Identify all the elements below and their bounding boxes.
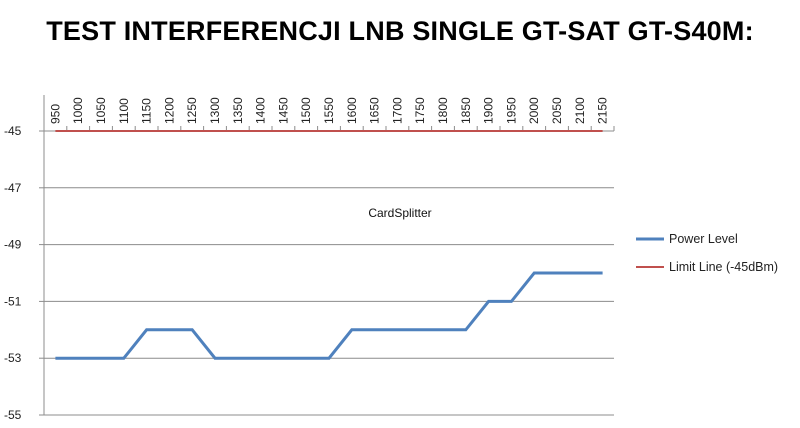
y-tick-label: -49 [4,238,22,252]
x-tick-label: 1950 [504,97,518,124]
x-tick-label: 1600 [345,97,359,124]
x-tick-label: 1350 [231,97,245,124]
legend: Power Level Limit Line (-45dBm) [636,232,778,274]
x-tick-label: 2100 [573,97,587,124]
legend-label: Power Level [669,232,738,246]
x-tick-label: 1900 [482,97,496,124]
gridlines [44,130,614,416]
x-tick-label: 1250 [185,97,199,124]
legend-label: Limit Line (-45dBm) [669,260,778,274]
x-tick-label: 1200 [162,97,176,124]
y-tick-label: -51 [4,294,22,308]
x-tick-label: 950 [48,104,62,124]
y-tick-label: -45 [4,124,22,138]
x-tick-label: 1700 [390,97,404,124]
y-tick-label: -53 [4,351,22,365]
x-tick-label: 1100 [117,98,131,124]
x-axis: 950 1000 1050 1100 1150 1200 1250 1300 1350 1400 1… [43,97,615,132]
x-tick-label: 1400 [254,97,268,124]
chart-annotation: CardSplitter [368,206,431,220]
y-tick-label: -47 [4,181,22,195]
x-tick-label: 1500 [299,97,313,124]
series-lines [55,130,603,360]
chart-title: TEST INTERFERENCJI LNB SINGLE GT-SAT GT-… [46,16,754,46]
y-axis: -45 -47 -49 -51 -53 -55 [4,95,45,422]
x-tick-label: 1850 [459,97,473,124]
x-tick-label: 1800 [436,97,450,124]
x-tick-label: 1650 [368,97,382,124]
x-tick-label: 1300 [208,97,222,124]
x-tick-label: 1150 [140,98,154,124]
x-tick-label: 1750 [413,97,427,124]
x-tick-label: 1050 [94,97,108,124]
x-tick-label: 2050 [550,97,564,124]
y-tick-label: -55 [4,408,22,422]
series-line-power-level [55,271,603,360]
x-tick-label: 2000 [527,97,541,124]
x-tick-label: 1450 [276,97,290,124]
x-tick-label: 2150 [596,97,610,124]
x-tick-label: 1550 [322,97,336,124]
x-tick-label: 1000 [71,97,85,124]
